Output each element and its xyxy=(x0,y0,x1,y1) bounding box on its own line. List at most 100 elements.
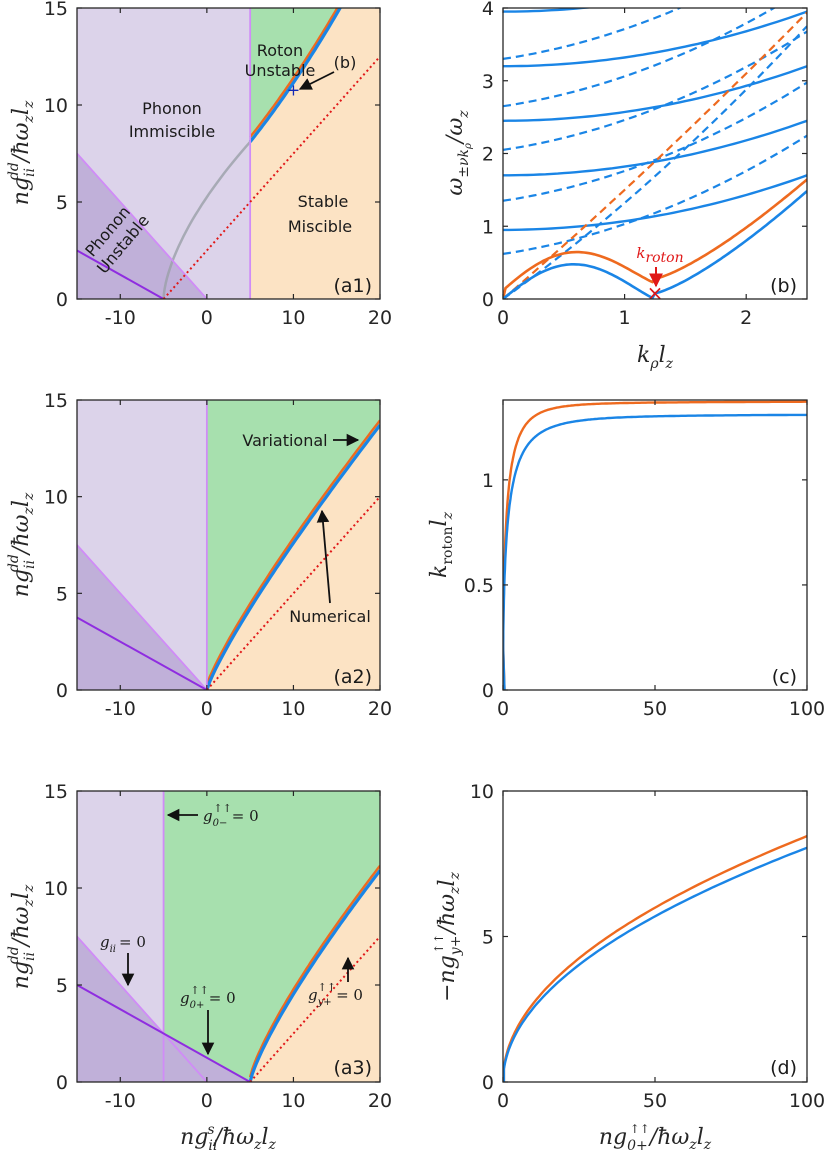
c-xtick-label-2: 100 xyxy=(789,698,825,720)
c-variational-curve xyxy=(503,400,807,690)
a1-frame xyxy=(76,7,381,300)
b-xlabel: kρlz xyxy=(637,343,674,372)
d-frame xyxy=(502,790,808,1083)
b-ytick-label-1: 1 xyxy=(482,216,494,238)
a2-ylabel: ngiidd/ħωzlz xyxy=(6,492,38,597)
a1-xtick-label-3: 20 xyxy=(368,307,392,329)
panel-a3: g0−↑↑= 0 gii = 0 g0+↑↑= 0 gy+↑↑= 0 (a3) -… xyxy=(6,781,392,1154)
b-xtick-label-2: 2 xyxy=(740,307,752,329)
a2-variational-label: Variational xyxy=(242,431,327,450)
a1-panel-label: (a1) xyxy=(333,275,372,297)
a2-light-purple-line xyxy=(77,544,208,690)
c-axes: 0 50 100 0 0.5 1 xyxy=(464,399,825,720)
panel-a2: Variational Numerical (a2) -10 0 10 20 0 5 10 1… xyxy=(6,390,392,720)
a1-xtick-label-0: -10 xyxy=(105,307,136,329)
a1-purple-line xyxy=(77,249,165,299)
a2-xtick-label-0: -10 xyxy=(105,698,136,720)
panel-a1: Phonon Immiscible Roton Unstable Stable … xyxy=(6,0,392,329)
a3-g0plus-label: g0+↑↑= 0 xyxy=(180,984,236,1011)
b-xtick-label-0: 0 xyxy=(497,307,509,329)
a2-xtick-label-2: 10 xyxy=(281,698,305,720)
a2-ytick-label-3: 15 xyxy=(44,390,68,412)
a1-label-stable: Stable xyxy=(298,192,349,211)
a3-roton-unstable-region xyxy=(163,791,380,1082)
a1-variational-curve xyxy=(249,8,339,138)
b-solid-branch-1 xyxy=(503,119,807,177)
a1-label-immiscible: Immiscible xyxy=(129,122,215,141)
b-dashed-branch-3 xyxy=(503,8,777,108)
a2-xtick-label-3: 20 xyxy=(368,698,392,720)
a3-variational-curve xyxy=(248,864,380,1078)
b-roton-blue xyxy=(503,190,807,299)
c-xtick-label-0: 0 xyxy=(497,698,509,720)
a1-ytick-label-1: 5 xyxy=(56,192,68,214)
a3-ytick-label-1: 5 xyxy=(56,975,68,997)
b-solid-branch-0 xyxy=(503,174,807,232)
a1-gray-boundary-curve xyxy=(162,141,252,299)
b-dashed-branch-2 xyxy=(503,30,807,151)
a3-purple-line xyxy=(77,984,251,1082)
a1-ytick-label-2: 10 xyxy=(44,95,68,117)
a1-marker-point: + xyxy=(287,80,300,99)
c-ytick-label-2: 1 xyxy=(482,470,494,492)
a3-xtick-label-1: 0 xyxy=(201,1090,213,1112)
a2-panel-label: (a2) xyxy=(333,666,372,688)
a3-g0minus-label: g0−↑↑= 0 xyxy=(203,802,259,829)
b-panel-label: (b) xyxy=(770,275,797,297)
a3-phonon-unstable-region xyxy=(77,936,251,1082)
a1-ylabel: ngiidd/ħωzlz xyxy=(6,100,38,205)
a2-ytick-label-0: 0 xyxy=(56,680,68,702)
a1-xtick-label-1: 0 xyxy=(201,307,213,329)
a2-numerical-label: Numerical xyxy=(289,607,371,626)
b-solid-branch-2 xyxy=(503,65,807,122)
b-dashed-orange-branch xyxy=(503,11,807,299)
a3-ytick-label-0: 0 xyxy=(56,1072,68,1094)
a3-panel-label: (a3) xyxy=(333,1057,372,1079)
a2-ytick-label-1: 5 xyxy=(56,583,68,605)
a2-variational-curve xyxy=(205,419,380,686)
a1-red-dotted-line xyxy=(162,55,380,299)
a2-roton-unstable-region xyxy=(206,400,380,690)
a2-numerical-curve xyxy=(205,424,380,690)
a2-ytick-label-2: 10 xyxy=(44,487,68,509)
panel-c: (c) 0 50 100 0 0.5 1 krotonlz xyxy=(427,399,825,720)
c-numerical-curve xyxy=(503,413,807,690)
a1-marker-label: (b) xyxy=(334,53,357,72)
a1-numerical-curve xyxy=(248,8,342,143)
d-ytick-label-2: 10 xyxy=(470,781,494,803)
a1-ytick-label-0: 0 xyxy=(56,289,68,311)
d-xlabel: ng0+↑↑/ħωzlz xyxy=(599,1122,712,1154)
b-ytick-label-3: 3 xyxy=(482,71,494,93)
a3-xtick-label-3: 20 xyxy=(368,1090,392,1112)
a1-label-unstable: Unstable xyxy=(245,61,316,80)
a3-light-purple-line xyxy=(77,935,208,1082)
c-xtick-label-1: 50 xyxy=(643,698,667,720)
c-panel-label: (c) xyxy=(772,666,797,688)
d-numerical-curve xyxy=(503,846,807,1082)
b-roton-marker: × xyxy=(647,281,664,305)
a1-label-miscible: Miscible xyxy=(288,217,352,236)
a2-xtick-label-1: 0 xyxy=(201,698,213,720)
a1-axes: -10 0 10 20 0 5 10 15 xyxy=(44,0,392,329)
a2-red-dotted-line xyxy=(206,495,380,690)
b-ytick-label-2: 2 xyxy=(482,144,494,166)
d-xtick-label-0: 0 xyxy=(497,1090,509,1112)
panel-b: kroton × (b) 0 1 2 0 1 2 3 4 kρlz ω±νkρ/ωz xyxy=(443,0,808,372)
a2-frame xyxy=(76,399,381,691)
a1-light-purple-line xyxy=(77,152,208,299)
d-xtick-label-1: 50 xyxy=(643,1090,667,1112)
a1-label-roton: Roton xyxy=(257,41,303,60)
a1-label-phonon: Phonon xyxy=(142,99,202,118)
a3-ytick-label-3: 15 xyxy=(44,781,68,803)
a2-numerical-arrow xyxy=(316,509,331,604)
d-xtick-label-2: 100 xyxy=(789,1090,825,1112)
b-ytick-label-4: 4 xyxy=(482,0,494,20)
b-dashed-linear-branch xyxy=(503,25,807,299)
c-ytick-label-0: 0 xyxy=(482,680,494,702)
a3-xtick-label-2: 10 xyxy=(281,1090,305,1112)
a3-frame xyxy=(76,790,381,1083)
c-ytick-label-1: 0.5 xyxy=(464,575,494,597)
d-ytick-label-1: 5 xyxy=(482,927,494,949)
b-solid-branch-3 xyxy=(503,10,807,68)
